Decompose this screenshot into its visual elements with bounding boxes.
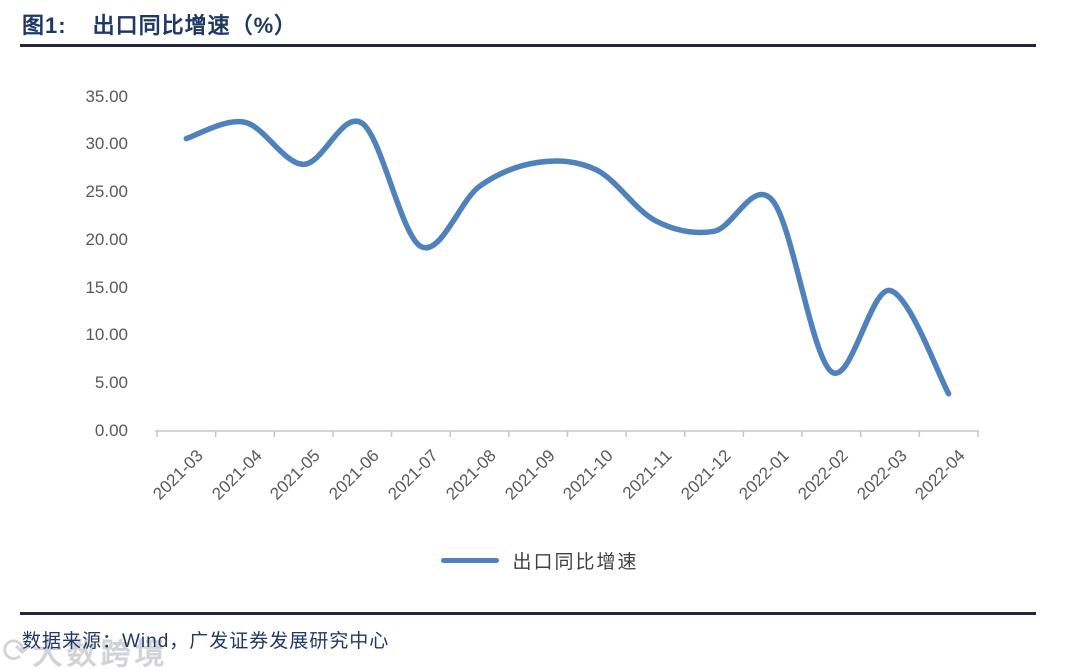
figure-title-row: 图1: 出口同比增速（%） — [22, 8, 297, 40]
x-axis-tick-label: 2021-07 — [383, 446, 442, 504]
legend-label: 出口同比增速 — [512, 551, 639, 573]
figure-label: 图1: — [22, 13, 67, 38]
x-axis-tick-label: 2021-10 — [559, 446, 618, 504]
x-axis-tick-label: 2022-03 — [852, 446, 911, 504]
x-axis-tick-label: 2022-04 — [911, 446, 970, 504]
title-divider — [20, 44, 1036, 47]
y-axis-tick-label: 25.00 — [85, 182, 128, 202]
figure-title: 出口同比增速（%） — [92, 13, 298, 38]
y-axis-tick-label: 20.00 — [85, 229, 128, 249]
y-axis-tick-label: 15.00 — [85, 277, 128, 297]
x-axis-tick-label: 2021-04 — [207, 446, 266, 504]
y-axis-tick-label: 0.00 — [94, 420, 128, 440]
legend-line-swatch — [441, 557, 500, 563]
series-line — [183, 118, 952, 397]
x-axis-ticks — [156, 431, 979, 437]
footer-divider — [20, 612, 1036, 615]
x-axis-tick-label: 2021-03 — [149, 446, 207, 504]
y-axis-tick-label: 30.00 — [85, 134, 128, 154]
y-axis-tick-label: 5.00 — [94, 373, 128, 393]
x-axis-tick-label: 2021-08 — [442, 446, 500, 504]
x-axis-tick-label: 2021-11 — [619, 446, 676, 503]
x-axis-tick-label: 2022-01 — [735, 446, 794, 504]
y-axis-tick-label: 35.00 — [85, 86, 128, 106]
watermark: ⟳ 大数跨境 — [2, 629, 169, 669]
watermark-logo-icon: ⟳ — [2, 632, 31, 669]
chart-legend: 出口同比增速 — [0, 546, 1080, 574]
x-axis-tick-label: 2021-05 — [266, 446, 325, 504]
y-axis-tick-label: 10.00 — [85, 325, 128, 345]
x-axis-tick-label: 2022-02 — [794, 446, 852, 504]
x-axis-tick-label: 2021-06 — [325, 446, 383, 504]
x-axis-tick-label: 2021-12 — [676, 446, 735, 504]
x-axis-tick-label: 2021-09 — [501, 446, 559, 504]
watermark-text: 大数跨境 — [32, 638, 169, 669]
source-text: 数据来源：Wind，广发证券发展研究中心 — [22, 631, 390, 652]
